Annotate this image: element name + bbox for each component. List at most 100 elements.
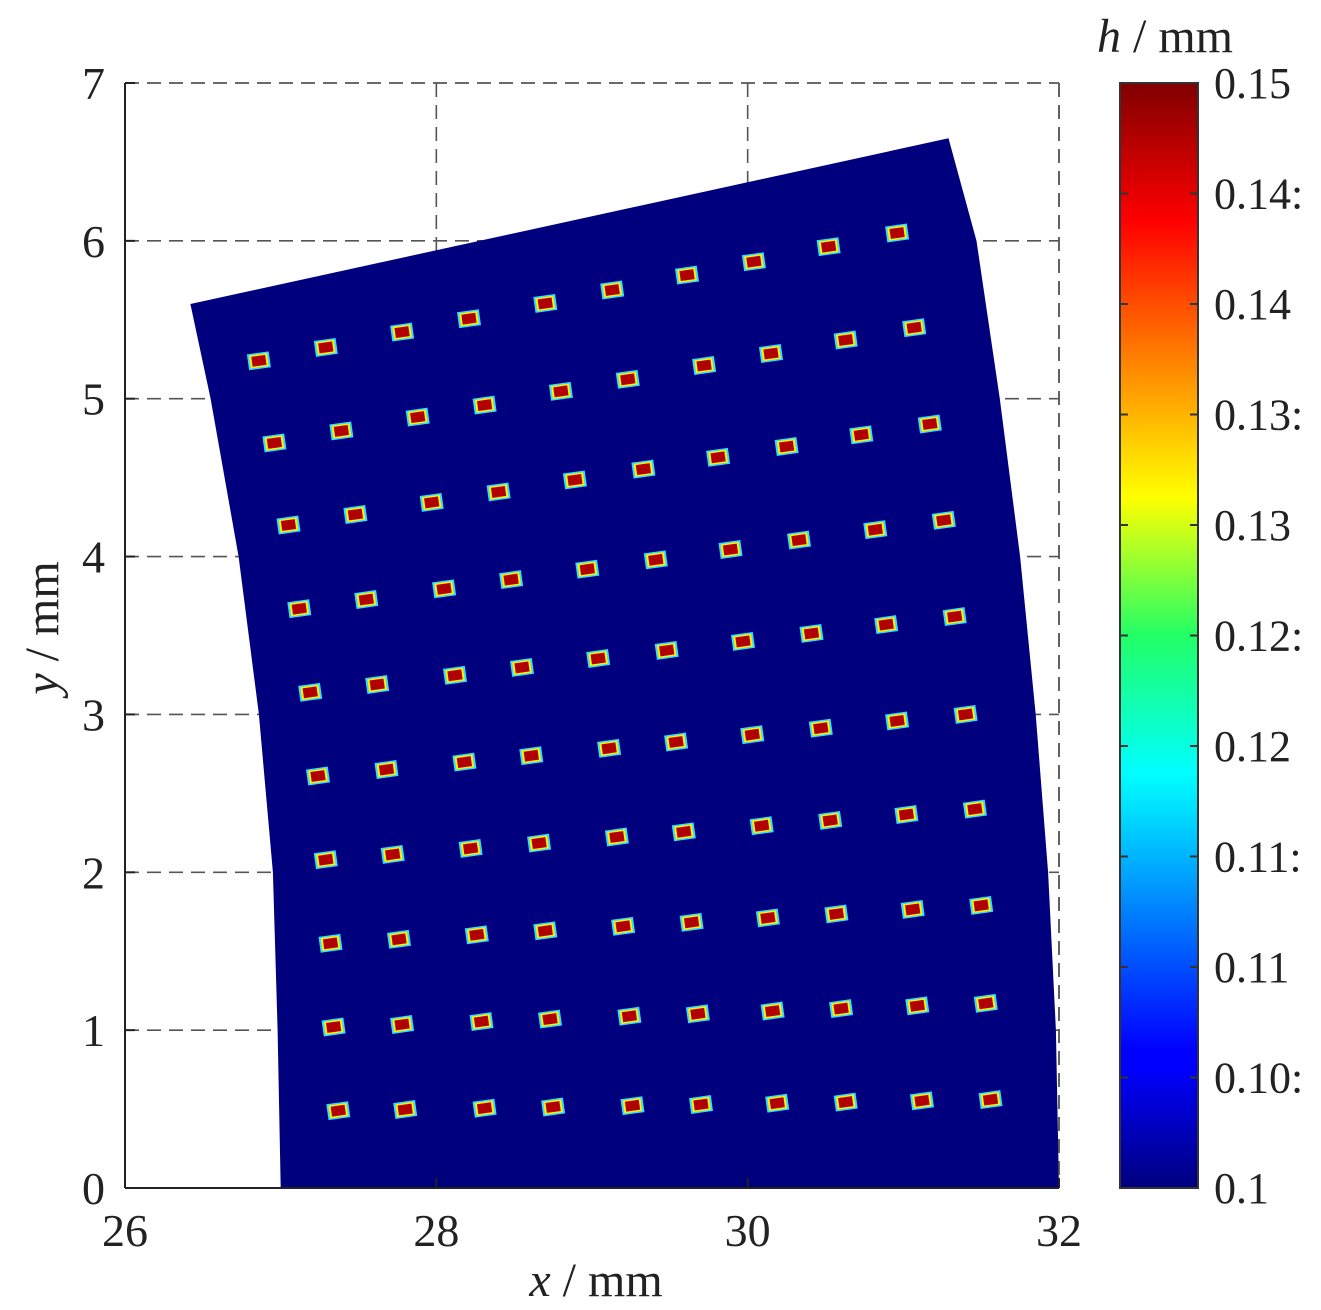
spot xyxy=(902,318,927,338)
spot-core xyxy=(385,848,401,861)
spot xyxy=(472,395,497,415)
spot-core xyxy=(889,227,905,239)
spot xyxy=(537,1009,563,1029)
spot xyxy=(808,718,833,738)
spot-core xyxy=(947,610,963,623)
spot-core xyxy=(889,714,905,727)
spot-core xyxy=(648,553,664,566)
spot xyxy=(469,1012,494,1032)
spot-core xyxy=(922,418,938,430)
spot-core xyxy=(391,933,407,946)
spot xyxy=(679,912,704,932)
colorbar-ticks: 0.1 0.10: 0.11 0.11: 0.12 0.12: 0.13 0.13: 0.14 0… xyxy=(1120,59,1303,1213)
spot-core xyxy=(531,837,547,850)
spot xyxy=(276,515,301,535)
spot xyxy=(419,492,444,512)
spot-core xyxy=(590,652,606,665)
spot-core xyxy=(424,496,440,509)
spot xyxy=(755,908,780,928)
spot xyxy=(816,237,841,257)
spot xyxy=(354,590,379,609)
colorbar-tick-label: 0.11 xyxy=(1214,943,1289,992)
spot-core xyxy=(461,312,477,325)
spot-core xyxy=(553,385,569,398)
spot xyxy=(452,752,477,772)
spot xyxy=(615,369,640,389)
spot-core xyxy=(764,1005,781,1017)
spot xyxy=(900,899,925,919)
spot xyxy=(597,738,622,758)
spot xyxy=(499,570,524,590)
spot xyxy=(604,827,629,847)
spot xyxy=(674,265,700,285)
spot-core xyxy=(447,669,463,682)
spot-core xyxy=(318,341,334,354)
spot xyxy=(953,704,978,724)
spot xyxy=(533,921,558,941)
spot xyxy=(620,1096,645,1116)
spot-core xyxy=(973,899,989,912)
spot xyxy=(631,459,656,479)
spot-core xyxy=(957,708,974,721)
spot xyxy=(298,682,323,702)
spot xyxy=(442,665,468,685)
spot-core xyxy=(683,916,700,929)
spot xyxy=(287,599,312,619)
spot xyxy=(688,1095,714,1114)
spot-core xyxy=(476,1102,493,1115)
spot xyxy=(326,1101,351,1121)
domain-region xyxy=(190,138,1059,1188)
spot-core xyxy=(722,543,739,556)
spot-core xyxy=(394,326,410,339)
spot xyxy=(917,414,942,434)
spot-core xyxy=(820,240,837,253)
colorbar-tick-label: 0.1 xyxy=(1214,1164,1269,1213)
spot-core xyxy=(537,297,553,310)
spot-core xyxy=(325,1021,342,1033)
spot xyxy=(600,280,625,300)
spot-core xyxy=(397,1103,413,1116)
spot xyxy=(533,293,558,313)
spot xyxy=(740,725,765,745)
x-tick-label: 30 xyxy=(725,1205,771,1256)
y-tick-labels: 0 1 2 3 4 5 6 7 xyxy=(82,58,105,1214)
x-tick-label: 28 xyxy=(413,1205,459,1256)
spot xyxy=(973,993,998,1013)
spot-core xyxy=(838,334,854,346)
spot-core xyxy=(604,284,620,296)
spot-core xyxy=(280,519,297,531)
spot xyxy=(519,746,544,766)
spot-core xyxy=(735,635,751,648)
spot-core xyxy=(982,1093,999,1106)
spot-core xyxy=(676,825,692,838)
spot xyxy=(829,999,854,1019)
spot-core xyxy=(905,903,921,916)
spot-core xyxy=(635,463,652,476)
spot xyxy=(849,425,874,445)
spot xyxy=(760,1001,785,1021)
spot xyxy=(365,675,390,694)
domain-layer xyxy=(190,138,1059,1188)
spot-core xyxy=(330,1104,346,1117)
spot-core xyxy=(898,808,915,821)
spot-core xyxy=(769,1097,785,1110)
spot-core xyxy=(679,269,695,282)
colorbar xyxy=(1119,82,1199,1189)
x-tick-label: 32 xyxy=(1036,1205,1082,1256)
spot-core xyxy=(621,1010,638,1023)
spot xyxy=(313,337,338,357)
spot-core xyxy=(545,1101,561,1113)
spot xyxy=(962,799,987,819)
spot-core xyxy=(624,1099,641,1112)
spot-core xyxy=(369,678,385,691)
spot xyxy=(765,1093,790,1113)
spot xyxy=(874,615,899,635)
spot xyxy=(318,933,343,953)
spot xyxy=(758,344,784,363)
spot xyxy=(329,421,354,441)
spot-core xyxy=(579,563,595,576)
spot-core xyxy=(746,255,762,268)
spot-core xyxy=(620,373,636,386)
spot-core xyxy=(615,920,631,933)
